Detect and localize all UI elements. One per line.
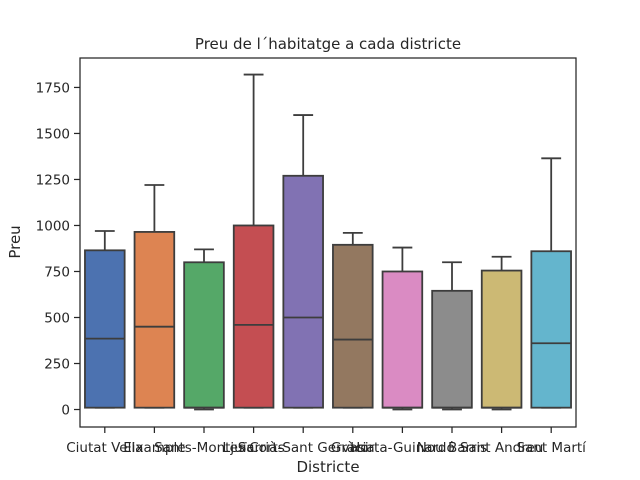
box-7 xyxy=(381,246,424,411)
x-tick-label: Sants-Montjuïc xyxy=(154,440,254,456)
box-iqr xyxy=(530,250,572,409)
y-tick-label: 1500 xyxy=(36,126,70,142)
x-tick-label: Gràcia xyxy=(331,440,375,456)
x-tick-label: Les Corts xyxy=(222,440,284,456)
box-6 xyxy=(332,231,374,409)
y-tick-label: 0 xyxy=(61,403,70,419)
y-tick-label: 250 xyxy=(44,357,70,373)
box-iqr xyxy=(84,249,126,409)
x-tick-label: Sarrià-Sant Gervasi xyxy=(238,440,369,456)
box-10 xyxy=(530,157,572,409)
x-tick-label: Sant Martí xyxy=(516,440,587,456)
box-iqr xyxy=(332,243,374,409)
box-iqr xyxy=(282,174,324,409)
y-tick-label: 1250 xyxy=(36,172,70,188)
box-iqr xyxy=(431,289,473,409)
chart-title: Preu de l´habitatge a cada districte xyxy=(195,35,461,53)
box-iqr xyxy=(381,270,424,409)
x-tick-label: Nou Barris xyxy=(417,440,487,456)
y-axis: 0 250 500 750 1000 1250 1500 1750 xyxy=(36,80,80,419)
x-tick-label: Ciutat Vella xyxy=(66,440,143,456)
x-axis-label: Districte xyxy=(296,458,359,476)
box-8 xyxy=(431,261,473,411)
box-iqr xyxy=(183,261,225,409)
box-iqr xyxy=(232,224,275,409)
x-tick-label: Horta-Guinardó xyxy=(350,440,455,456)
y-tick-label: 1000 xyxy=(36,218,70,234)
y-tick-label: 750 xyxy=(44,264,70,280)
plot-frame xyxy=(79,57,577,428)
x-tick-label: Eixample xyxy=(123,440,185,456)
box-iqr xyxy=(133,231,176,409)
y-tick-label: 1750 xyxy=(36,80,70,96)
boxes-group xyxy=(84,73,572,411)
box-4 xyxy=(232,73,275,409)
box-3 xyxy=(183,248,225,411)
box-iqr xyxy=(480,269,523,409)
box-9 xyxy=(480,255,523,411)
y-axis-label: Preu xyxy=(6,225,24,258)
y-tick-label: 500 xyxy=(44,310,70,326)
box-1 xyxy=(84,230,126,409)
x-tick-label: Sant Andreu xyxy=(460,440,543,456)
box-5 xyxy=(282,114,324,409)
box-2 xyxy=(133,184,176,409)
